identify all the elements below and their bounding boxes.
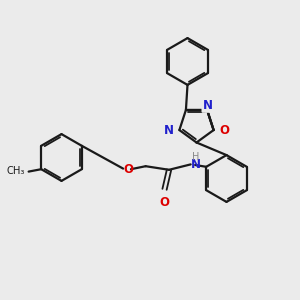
Text: N: N (203, 99, 213, 112)
Text: CH₃: CH₃ (7, 166, 25, 176)
Text: O: O (124, 163, 134, 176)
Text: N: N (191, 158, 201, 171)
Text: N: N (164, 124, 174, 137)
Text: O: O (219, 124, 229, 136)
Text: O: O (159, 196, 169, 209)
Text: H: H (192, 152, 200, 162)
